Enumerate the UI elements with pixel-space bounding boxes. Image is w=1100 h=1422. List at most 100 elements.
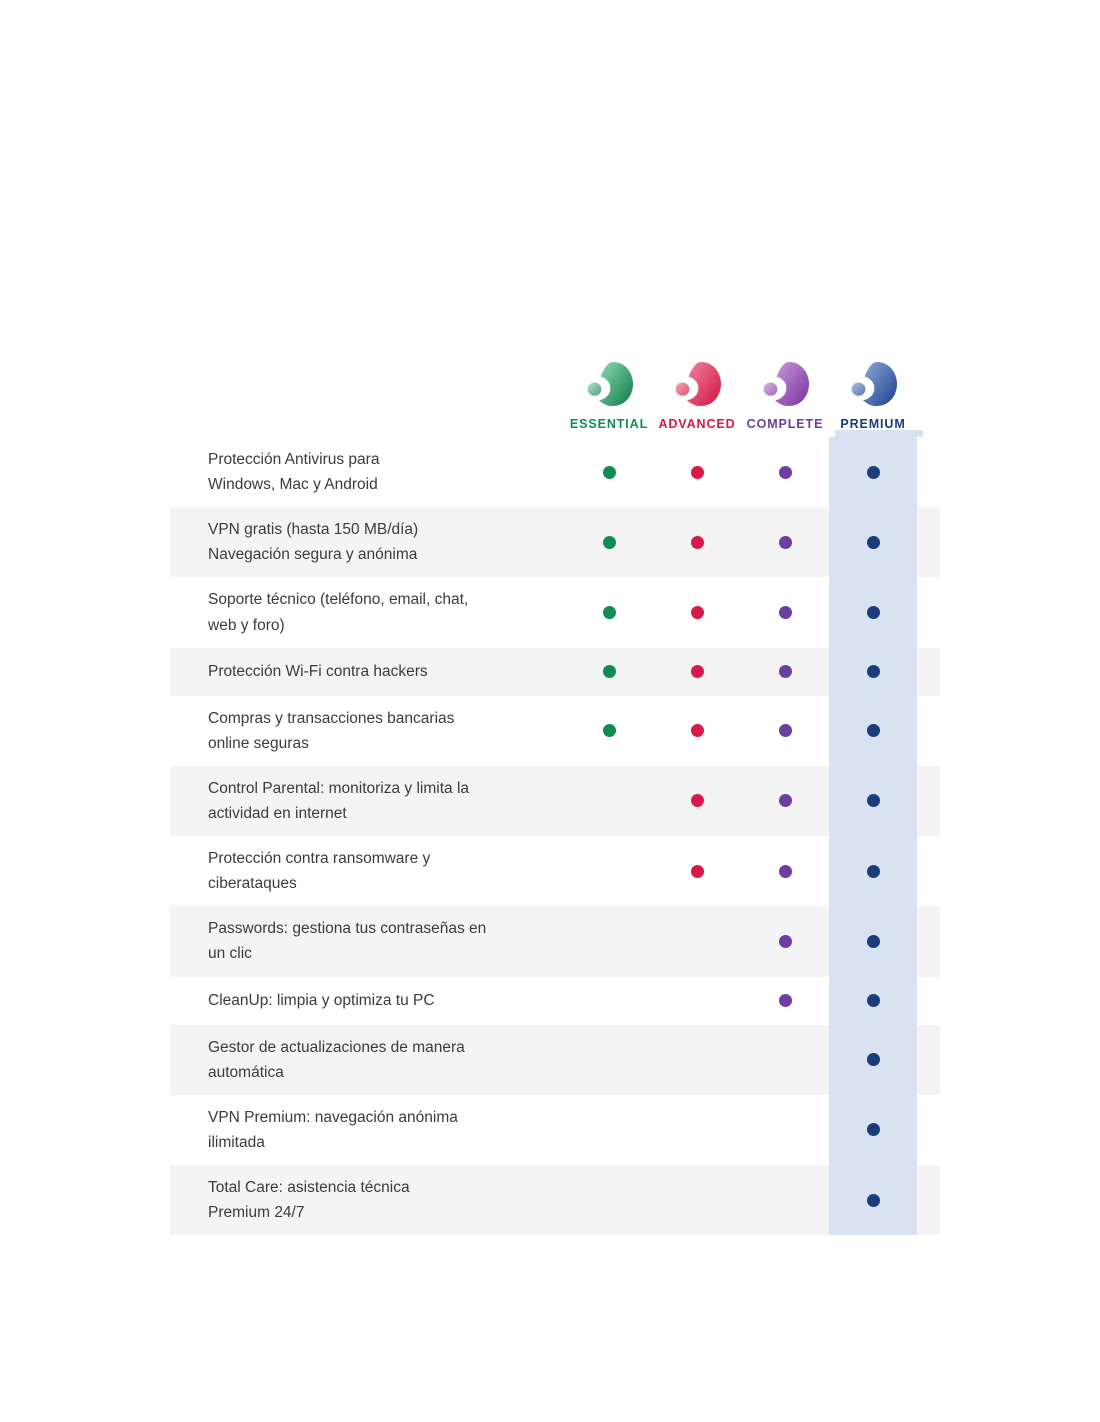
plan-comparison-table: ESSENTIAL ADVANCED COMPLETE PREMIUM Protecc… bbox=[170, 340, 940, 1236]
feature-label-line: Premium 24/7 bbox=[208, 1204, 305, 1222]
feature-cell-essential bbox=[565, 648, 653, 696]
not-included-placeholder bbox=[691, 994, 704, 1007]
not-included-placeholder bbox=[691, 935, 704, 948]
included-dot-icon bbox=[866, 1193, 880, 1207]
feature-label-line: Protección Antivirus para bbox=[208, 451, 380, 468]
plan-header-premium[interactable]: PREMIUM bbox=[829, 340, 917, 437]
feature-cell-advanced bbox=[653, 437, 741, 507]
included-dot-icon bbox=[778, 724, 792, 738]
table-row: Protección Antivirus para Windows, Mac y … bbox=[170, 437, 940, 508]
feature-label-line: actividad en internet bbox=[208, 804, 347, 822]
feature-cell-premium bbox=[829, 906, 917, 977]
feature-label-line: VPN Premium: navegación anónima bbox=[208, 1108, 458, 1126]
feature-cell-essential bbox=[565, 577, 653, 647]
included-dot-icon bbox=[690, 724, 704, 738]
included-dot-icon bbox=[778, 606, 792, 620]
feature-rows: Protección Antivirus para Windows, Mac y … bbox=[170, 437, 940, 1236]
feature-marks bbox=[565, 1164, 940, 1236]
feature-cell-premium bbox=[829, 1024, 917, 1095]
feature-label: Protección contra ransomware y ciberataqu… bbox=[170, 836, 565, 906]
feature-label: VPN gratis (hasta 150 MB/día) Navegación … bbox=[170, 507, 565, 577]
not-included-placeholder bbox=[779, 1123, 792, 1136]
not-included-placeholder bbox=[691, 1194, 704, 1207]
included-dot-icon bbox=[866, 994, 880, 1008]
feature-marks bbox=[565, 1094, 940, 1165]
feature-marks bbox=[565, 647, 940, 696]
feature-marks bbox=[565, 906, 940, 977]
complete-plan-logo-icon bbox=[763, 362, 809, 406]
included-dot-icon bbox=[690, 465, 704, 479]
feature-label-line: Passwords: gestiona tus contraseñas en bbox=[208, 920, 487, 938]
included-dot-icon bbox=[866, 724, 880, 738]
not-included-placeholder bbox=[603, 1053, 616, 1066]
included-dot-icon bbox=[866, 606, 880, 620]
feature-marks bbox=[565, 765, 940, 837]
feature-marks bbox=[565, 695, 940, 766]
feature-cell-complete bbox=[741, 906, 829, 976]
not-included-placeholder bbox=[603, 1194, 616, 1207]
feature-label: Passwords: gestiona tus contraseñas en un… bbox=[170, 906, 565, 976]
included-dot-icon bbox=[866, 934, 880, 948]
feature-cell-essential bbox=[565, 906, 653, 976]
feature-cell-essential bbox=[565, 836, 653, 906]
feature-cell-essential bbox=[565, 1025, 653, 1095]
feature-cell-essential bbox=[565, 977, 653, 1025]
feature-cell-premium bbox=[829, 976, 917, 1025]
included-dot-icon bbox=[866, 665, 880, 679]
feature-cell-complete bbox=[741, 648, 829, 696]
not-included-placeholder bbox=[603, 794, 616, 807]
included-dot-icon bbox=[690, 606, 704, 620]
feature-label: Protección Wi-Fi contra hackers bbox=[170, 649, 565, 694]
feature-label-line: un clic bbox=[208, 945, 252, 963]
feature-label-line: Protección contra ransomware y bbox=[208, 850, 431, 868]
feature-label: Compras y transacciones bancarias online … bbox=[170, 696, 565, 766]
table-row: Protección contra ransomware y ciberataqu… bbox=[170, 836, 940, 907]
included-dot-icon bbox=[866, 1123, 880, 1137]
plan-header-advanced[interactable]: ADVANCED bbox=[653, 340, 741, 437]
table-row: Protección Wi-Fi contra hackers bbox=[170, 647, 940, 696]
feature-label: VPN Premium: navegación anónima ilimitada bbox=[170, 1095, 565, 1165]
feature-cell-essential bbox=[565, 1095, 653, 1165]
feature-cell-premium bbox=[829, 647, 917, 696]
feature-cell-advanced bbox=[653, 507, 741, 577]
included-dot-icon bbox=[778, 994, 792, 1008]
feature-cell-premium bbox=[829, 507, 917, 578]
feature-label-line: Control Parental: monitoriza y limita la bbox=[208, 779, 470, 797]
included-dot-icon bbox=[602, 465, 616, 479]
feature-label: Total Care: asistencia técnica Premium 24… bbox=[170, 1165, 565, 1235]
feature-label-line: Navegación segura y anónima bbox=[208, 546, 418, 564]
feature-marks bbox=[565, 976, 940, 1025]
feature-label: Gestor de actualizaciones de manera autom… bbox=[170, 1025, 565, 1095]
feature-marks bbox=[565, 507, 940, 578]
table-row: Soporte técnico (teléfono, email, chat, w… bbox=[170, 577, 940, 648]
not-included-placeholder bbox=[603, 1123, 616, 1136]
feature-cell-premium bbox=[829, 836, 917, 907]
included-dot-icon bbox=[690, 535, 704, 549]
feature-cell-advanced bbox=[653, 977, 741, 1025]
feature-label-line: Protección Wi-Fi contra hackers bbox=[208, 663, 428, 681]
included-dot-icon bbox=[778, 535, 792, 549]
included-dot-icon bbox=[602, 606, 616, 620]
table-row: Gestor de actualizaciones de manera autom… bbox=[170, 1024, 940, 1095]
not-included-placeholder bbox=[779, 1053, 792, 1066]
included-dot-icon bbox=[602, 535, 616, 549]
feature-cell-advanced bbox=[653, 766, 741, 836]
feature-label-line: ilimitada bbox=[208, 1133, 265, 1151]
feature-label: CleanUp: limpia y optimiza tu PC bbox=[170, 978, 565, 1023]
feature-cell-advanced bbox=[653, 577, 741, 647]
included-dot-icon bbox=[690, 794, 704, 808]
feature-cell-advanced bbox=[653, 836, 741, 906]
plan-header-complete[interactable]: COMPLETE bbox=[741, 340, 829, 437]
feature-cell-premium bbox=[829, 1094, 917, 1165]
feature-cell-complete bbox=[741, 507, 829, 577]
included-dot-icon bbox=[778, 665, 792, 679]
feature-cell-premium bbox=[829, 695, 917, 766]
feature-cell-advanced bbox=[653, 648, 741, 696]
feature-cell-essential bbox=[565, 696, 653, 766]
feature-cell-premium bbox=[829, 1164, 917, 1236]
feature-label-line: Soporte técnico (teléfono, email, chat, bbox=[208, 591, 469, 609]
included-dot-icon bbox=[866, 1053, 880, 1067]
premium-plan-logo-icon bbox=[851, 362, 897, 406]
plan-header-essential[interactable]: ESSENTIAL bbox=[565, 340, 653, 437]
